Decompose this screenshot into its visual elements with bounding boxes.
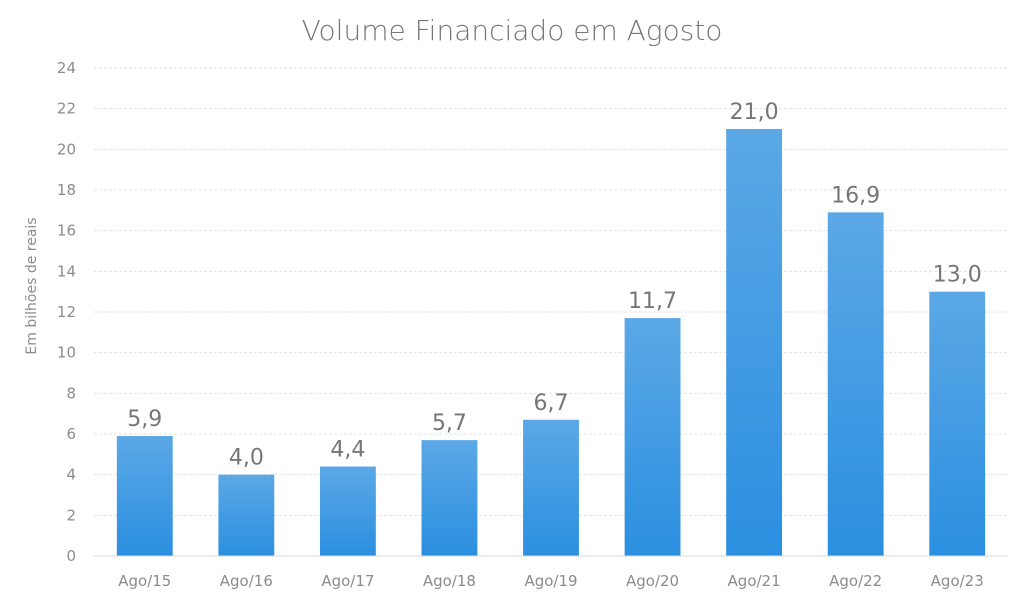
y-tick-label: 16 (57, 222, 76, 240)
bar (929, 291, 986, 556)
bar (116, 436, 173, 556)
x-tick-label: Ago/19 (524, 572, 577, 590)
bar (827, 212, 884, 556)
bars (116, 129, 986, 556)
y-tick-label: 14 (57, 262, 76, 280)
data-label: 13,0 (933, 263, 982, 288)
y-tick-label: 12 (57, 303, 76, 321)
y-tick-label: 2 (66, 506, 76, 524)
data-labels: 5,9 4,0 4,4 5,7 6,7 11,7 21,0 16,9 13,0 (127, 100, 981, 471)
x-tick-label: Ago/20 (626, 572, 679, 590)
bar (319, 466, 376, 556)
x-tick-label: Ago/16 (220, 572, 273, 590)
data-label: 21,0 (730, 100, 779, 125)
y-tick-label: 0 (66, 547, 76, 565)
data-label: 11,7 (628, 289, 677, 314)
x-tick-label: Ago/18 (423, 572, 476, 590)
x-tick-label: Ago/17 (321, 572, 374, 590)
data-label: 4,0 (229, 446, 264, 471)
bar (421, 440, 478, 556)
data-label: 5,7 (432, 411, 467, 436)
x-tick-label: Ago/22 (829, 572, 882, 590)
bar (726, 129, 783, 556)
x-tick-label: Ago/15 (118, 572, 171, 590)
bar (624, 318, 681, 556)
bar (218, 474, 275, 556)
y-tick-label: 18 (57, 181, 76, 199)
chart-title: Volume Financiado em Agosto (302, 14, 723, 47)
y-tick-label: 6 (66, 425, 76, 443)
x-axis-ticks: Ago/15 Ago/16 Ago/17 Ago/18 Ago/19 Ago/20 Ago/… (118, 572, 984, 590)
y-axis-label: Em bilhões de reais (24, 217, 40, 354)
y-tick-label: 22 (57, 100, 76, 118)
y-tick-label: 24 (57, 59, 76, 77)
x-tick-label: Ago/21 (728, 572, 781, 590)
y-tick-label: 10 (57, 344, 76, 362)
y-tick-label: 4 (66, 466, 76, 484)
data-label: 4,4 (330, 438, 365, 463)
y-tick-label: 20 (57, 140, 76, 158)
data-label: 5,9 (127, 407, 162, 432)
x-tick-label: Ago/23 (931, 572, 984, 590)
data-label: 16,9 (831, 183, 880, 208)
bar (523, 419, 579, 556)
data-label: 6,7 (534, 391, 569, 416)
y-tick-label: 8 (66, 384, 76, 402)
